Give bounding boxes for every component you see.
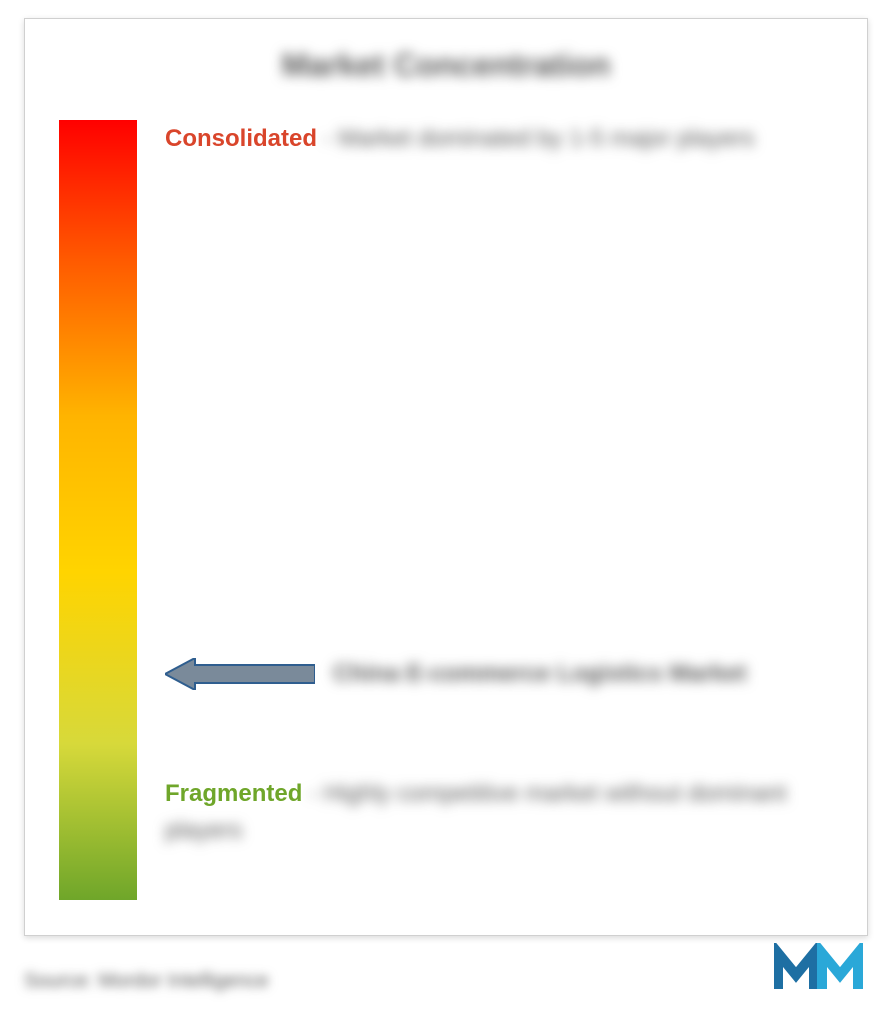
card-content: Consolidated - Market dominated by 1-5 m… xyxy=(59,120,833,900)
concentration-card: Market Concentration Consolidated - Mark… xyxy=(24,18,868,936)
source-text: Source: Mordor Intelligence xyxy=(24,970,269,993)
labels-column: Consolidated - Market dominated by 1-5 m… xyxy=(137,120,833,900)
fragmented-label: Fragmented - Highly competitive market w… xyxy=(165,775,833,849)
card-title: Market Concentration xyxy=(59,47,833,84)
consolidated-label: Consolidated - Market dominated by 1-5 m… xyxy=(165,120,833,157)
left-arrow-icon xyxy=(165,658,315,690)
consolidated-desc: - Market dominated by 1-5 major players xyxy=(324,125,755,152)
market-arrow-label: China E-commerce Logistics Market xyxy=(333,660,746,688)
market-arrow-row: China E-commerce Logistics Market xyxy=(165,658,746,690)
fragmented-lead: Fragmented xyxy=(165,780,302,807)
consolidated-lead: Consolidated xyxy=(165,125,317,152)
mordor-logo-icon xyxy=(774,943,864,997)
gradient-scale-bar xyxy=(59,120,137,900)
